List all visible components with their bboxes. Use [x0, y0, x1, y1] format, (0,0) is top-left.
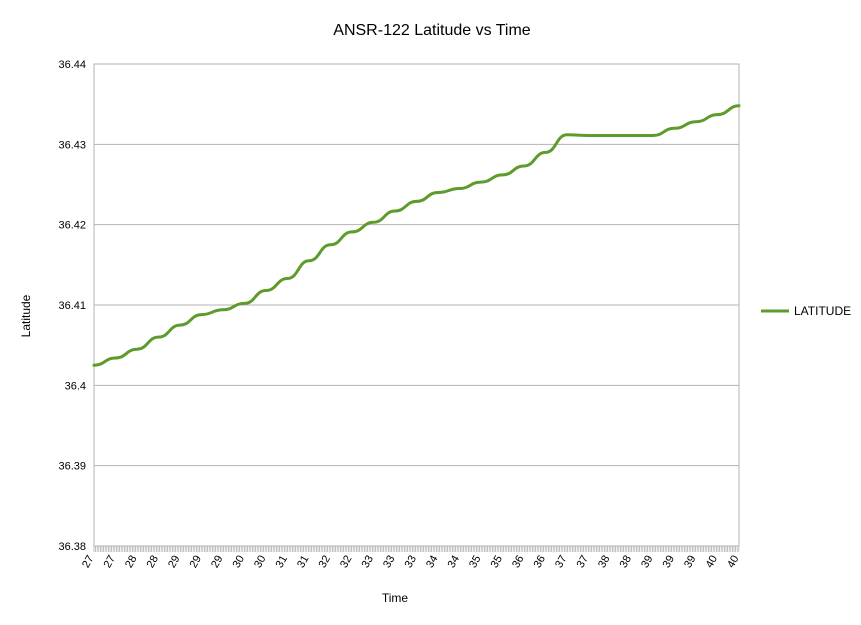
y-tick-label: 36.43 — [58, 139, 86, 151]
x-axis-tick-marks — [93, 546, 740, 552]
x-tick-label: 29 — [209, 554, 226, 571]
x-tick-label: 33 — [381, 554, 398, 571]
x-tick-label: 33 — [403, 554, 420, 571]
legend: LATITUDE — [761, 304, 851, 318]
y-tick-label: 36.44 — [58, 59, 86, 71]
x-tick-label: 37 — [575, 554, 592, 571]
x-tick-label: 36 — [532, 554, 549, 571]
x-tick-label: 27 — [102, 554, 119, 571]
y-tick-label: 36.4 — [65, 380, 86, 392]
plot-area — [93, 63, 740, 547]
y-tick-label: 36.38 — [58, 541, 86, 553]
x-tick-label: 34 — [446, 554, 463, 571]
x-tick-label: 39 — [661, 554, 678, 571]
series-layer — [92, 104, 741, 367]
x-tick-label: 40 — [704, 554, 721, 571]
x-tick-label: 35 — [489, 554, 506, 571]
x-tick-label: 31 — [295, 554, 312, 571]
x-tick-label: 30 — [231, 554, 248, 571]
y-axis-title: Latitude — [19, 294, 33, 337]
legend-label-latitude: LATITUDE — [794, 304, 851, 318]
x-tick-label: 32 — [317, 554, 334, 571]
x-axis-dense-ticks — [93, 546, 740, 552]
x-tick-label: 29 — [166, 554, 183, 571]
x-tick-label: 30 — [252, 554, 269, 571]
x-tick-label: 32 — [338, 554, 355, 571]
x-tick-label: 29 — [188, 554, 205, 571]
x-tick-label: 37 — [553, 554, 570, 571]
x-axis-tick-labels: 27 27 28 28 29 29 29 30 30 31 31 32 32 33 33 33 34 34 35 35… — [80, 554, 742, 571]
y-tick-label: 36.41 — [58, 300, 86, 312]
x-tick-label: 27 — [80, 554, 97, 571]
x-tick-label: 38 — [618, 554, 635, 571]
y-tick-label: 36.42 — [58, 220, 86, 232]
x-tick-label: 36 — [510, 554, 527, 571]
x-tick-label: 34 — [424, 554, 441, 571]
x-tick-label: 35 — [467, 554, 484, 571]
x-axis-title: Time — [382, 591, 409, 605]
series-line-latitude — [92, 104, 741, 367]
x-tick-label: 31 — [274, 554, 291, 571]
chart-title: ANSR-122 Latitude vs Time — [333, 22, 531, 39]
x-tick-label: 28 — [123, 554, 140, 571]
x-tick-label: 38 — [596, 554, 613, 571]
x-tick-label: 28 — [145, 554, 162, 571]
y-tick-label: 36.39 — [58, 461, 86, 473]
y-axis-tick-labels: 36.38 36.39 36.4 36.41 36.42 36.43 36.44 — [58, 59, 86, 553]
x-tick-label: 39 — [682, 554, 699, 571]
x-tick-label: 39 — [639, 554, 656, 571]
x-tick-label: 40 — [725, 554, 742, 571]
x-tick-label: 33 — [360, 554, 377, 571]
